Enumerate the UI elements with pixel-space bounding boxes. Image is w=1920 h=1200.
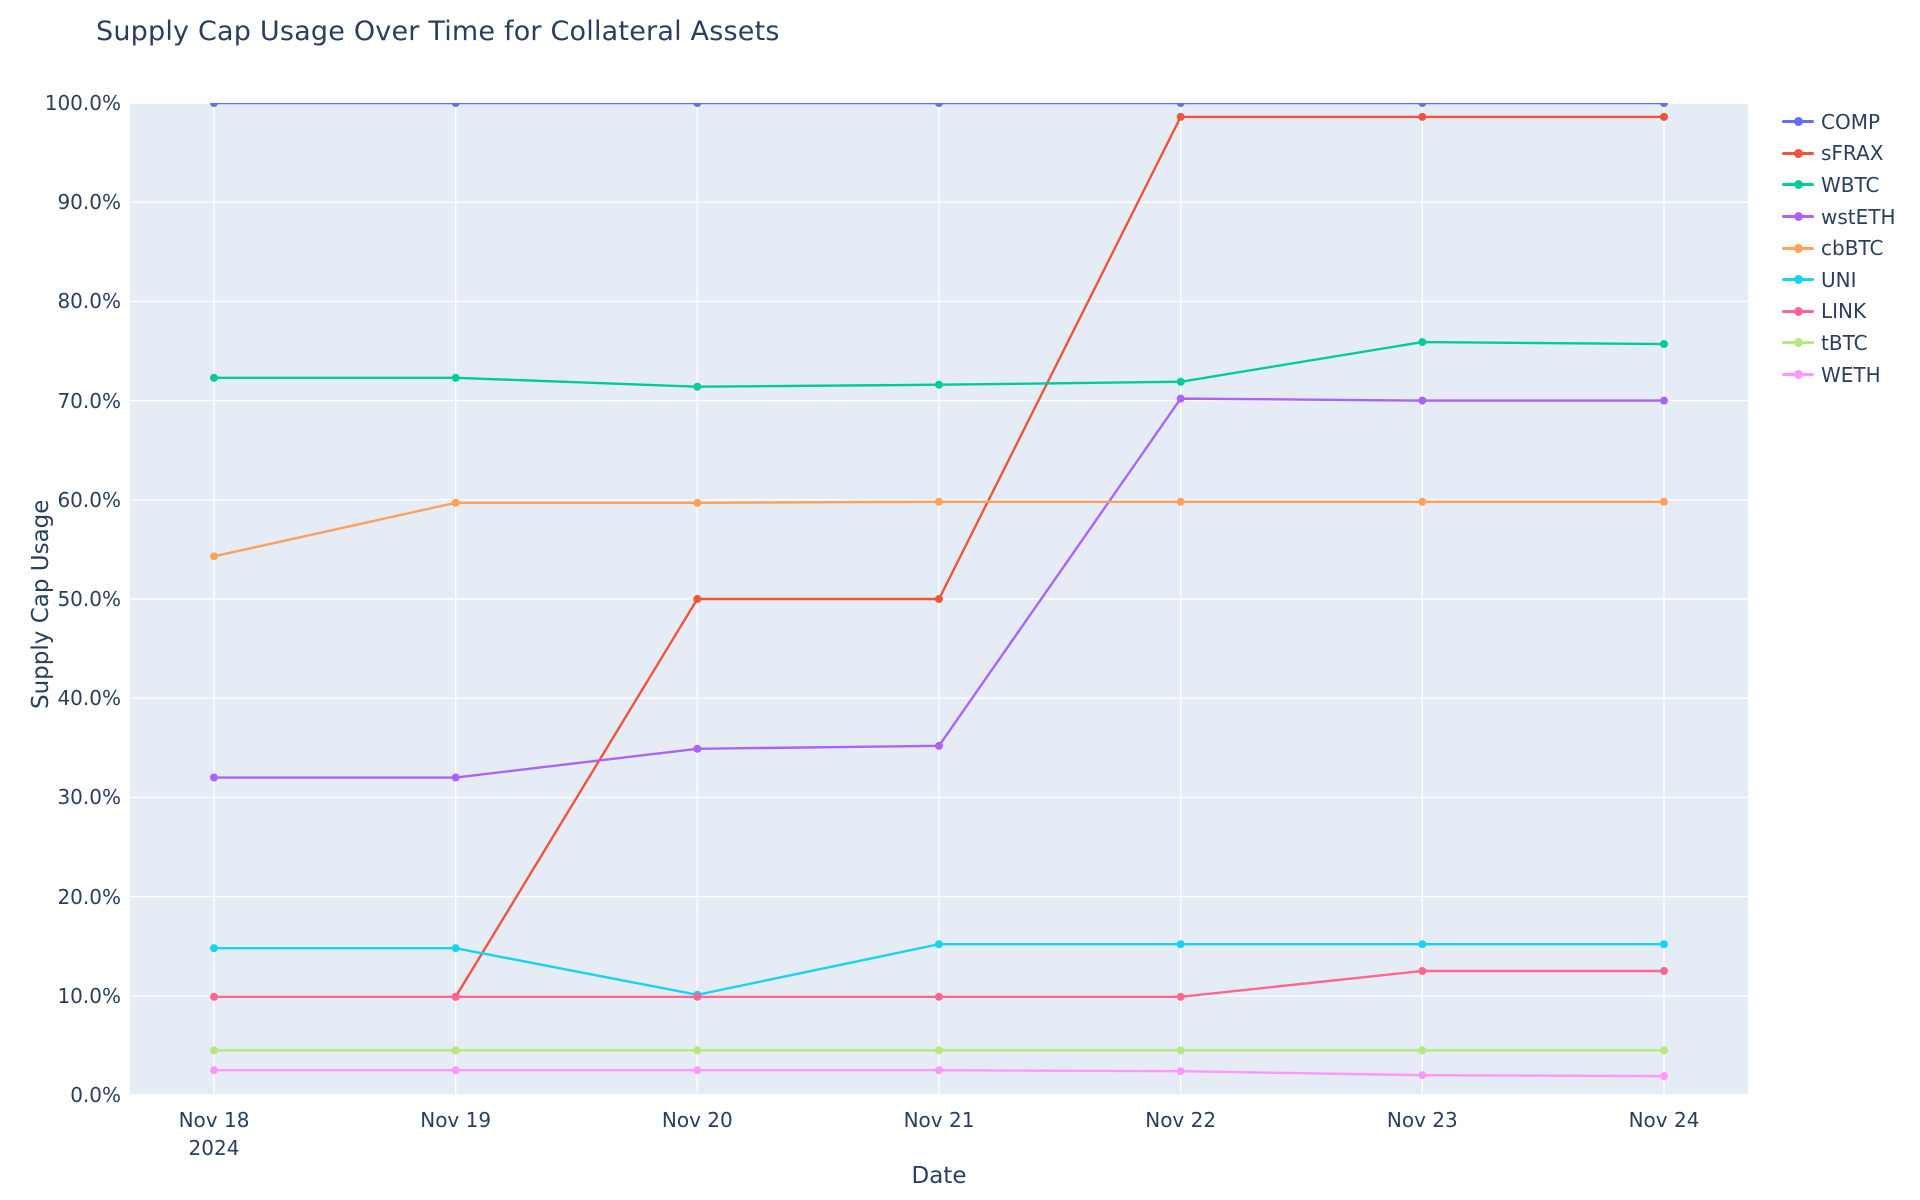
y-tick-label: 0.0%	[70, 1083, 121, 1107]
x-tick-label: Nov 20	[661, 1108, 733, 1132]
series-WBTC	[210, 338, 1668, 391]
series-COMP	[210, 103, 1668, 107]
y-tick-label: 10.0%	[57, 983, 121, 1008]
legend-item-WETH[interactable]: WETH	[1782, 359, 1896, 391]
series-tBTC	[210, 1046, 1668, 1055]
legend-line-marker-icon	[1782, 370, 1814, 380]
y-axis-title: Supply Cap Usage	[28, 499, 54, 709]
series-sFRAX	[451, 112, 1668, 1001]
chart-canvas	[130, 103, 1748, 1095]
legend-label: WBTC	[1821, 172, 1880, 197]
x-axis-title: Date	[911, 1163, 967, 1189]
legend-item-cbBTC[interactable]: cbBTC	[1782, 232, 1896, 264]
x-tick-label: Nov 19	[420, 1108, 492, 1132]
series-cbBTC	[210, 497, 1668, 561]
x-tick-year: 2024	[188, 1136, 240, 1160]
legend-item-tBTC[interactable]: tBTC	[1782, 327, 1896, 359]
x-tick-label: Nov 18 2024	[134, 1107, 294, 1163]
y-tick-label: 60.0%	[57, 487, 121, 512]
y-tick-label: 30.0%	[57, 785, 121, 810]
series-LINK	[210, 967, 1668, 1001]
plot-area[interactable]	[130, 103, 1748, 1095]
legend-item-sFRAX[interactable]: sFRAX	[1782, 138, 1896, 170]
legend-label: wstETH	[1821, 204, 1896, 229]
x-tick-label: Nov 21	[903, 1108, 975, 1132]
legend-item-wstETH[interactable]: wstETH	[1782, 201, 1896, 233]
legend-label: cbBTC	[1821, 236, 1884, 261]
x-tick-label: Nov 22	[1145, 1108, 1217, 1132]
chart-title: Supply Cap Usage Over Time for Collatera…	[96, 16, 780, 47]
legend-label: sFRAX	[1821, 141, 1884, 166]
x-tick-label: Nov 23	[1386, 1108, 1458, 1132]
legend-line-marker-icon	[1782, 338, 1814, 348]
y-tick-label: 40.0%	[57, 686, 121, 711]
legend-line-marker-icon	[1782, 180, 1814, 190]
legend-item-WBTC[interactable]: WBTC	[1782, 169, 1896, 201]
legend-item-UNI[interactable]: UNI	[1782, 264, 1896, 296]
legend-label: COMP	[1821, 109, 1881, 134]
y-tick-label: 100.0%	[44, 91, 121, 115]
legend-label: tBTC	[1821, 330, 1868, 355]
y-tick-label: 20.0%	[57, 884, 121, 909]
series-wstETH	[210, 394, 1668, 782]
legend-label: WETH	[1821, 362, 1881, 387]
legend-line-marker-icon	[1782, 212, 1814, 222]
legend-line-marker-icon	[1782, 306, 1814, 316]
legend-line-marker-icon	[1782, 117, 1814, 127]
legend: COMP sFRAX WBTC wstETH cbBTC UNI LINK tBTC WETH	[1782, 106, 1896, 390]
y-tick-label: 90.0%	[57, 190, 121, 215]
legend-label: LINK	[1821, 299, 1867, 324]
y-tick-label: 70.0%	[57, 388, 121, 413]
series-WETH	[210, 1066, 1668, 1081]
legend-item-COMP[interactable]: COMP	[1782, 106, 1896, 138]
x-tick-label: Nov 24	[1628, 1108, 1700, 1132]
y-tick-label: 80.0%	[57, 289, 121, 314]
legend-line-marker-icon	[1782, 148, 1814, 158]
legend-label: UNI	[1821, 267, 1857, 292]
legend-line-marker-icon	[1782, 243, 1814, 253]
legend-line-marker-icon	[1782, 275, 1814, 285]
legend-item-LINK[interactable]: LINK	[1782, 296, 1896, 328]
y-tick-label: 50.0%	[57, 587, 121, 611]
